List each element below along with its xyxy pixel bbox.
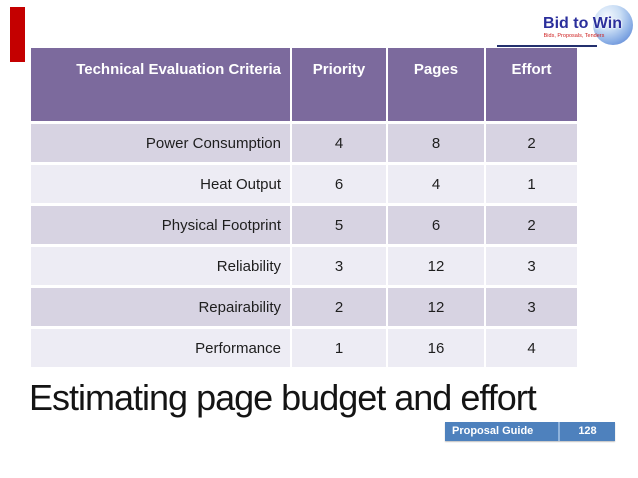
column-header-criteria: Technical Evaluation Criteria — [31, 48, 290, 121]
column-header-priority: Priority — [292, 48, 386, 121]
cell-priority: 6 — [292, 165, 386, 203]
cell-pages: 16 — [388, 329, 484, 367]
cell-pages: 6 — [388, 206, 484, 244]
footer-label: Proposal Guide — [445, 422, 558, 441]
cell-pages: 8 — [388, 124, 484, 162]
cell-criteria: Physical Footprint — [31, 206, 290, 244]
footer-badge: Proposal Guide 128 — [445, 422, 615, 441]
logo-underline — [497, 45, 597, 47]
evaluation-table: Technical Evaluation Criteria Priority P… — [31, 48, 577, 367]
cell-priority: 5 — [292, 206, 386, 244]
slide-title: Estimating page budget and effort — [29, 377, 537, 418]
logo-wordmark: Bid to Win — [543, 15, 622, 32]
cell-effort: 2 — [486, 124, 577, 162]
cell-priority: 1 — [292, 329, 386, 367]
cell-effort: 3 — [486, 288, 577, 326]
red-accent-bar — [10, 7, 25, 62]
column-header-effort: Effort — [486, 48, 577, 121]
page-number: 128 — [560, 422, 615, 441]
cell-pages: 12 — [388, 288, 484, 326]
cell-pages: 4 — [388, 165, 484, 203]
logo-tagline: Bids, Proposals, Tenders — [543, 33, 605, 39]
column-header-pages: Pages — [388, 48, 484, 121]
cell-effort: 4 — [486, 329, 577, 367]
cell-criteria: Performance — [31, 329, 290, 367]
cell-priority: 2 — [292, 288, 386, 326]
footer-divider — [558, 422, 560, 441]
cell-priority: 3 — [292, 247, 386, 285]
cell-criteria: Heat Output — [31, 165, 290, 203]
cell-effort: 3 — [486, 247, 577, 285]
cell-priority: 4 — [292, 124, 386, 162]
cell-effort: 2 — [486, 206, 577, 244]
cell-criteria: Power Consumption — [31, 124, 290, 162]
globe-icon — [593, 5, 633, 45]
cell-pages: 12 — [388, 247, 484, 285]
bid-to-win-logo: Bid to Win Bids, Proposals, Tenders — [480, 3, 638, 49]
cell-criteria: Reliability — [31, 247, 290, 285]
cell-effort: 1 — [486, 165, 577, 203]
cell-criteria: Repairability — [31, 288, 290, 326]
